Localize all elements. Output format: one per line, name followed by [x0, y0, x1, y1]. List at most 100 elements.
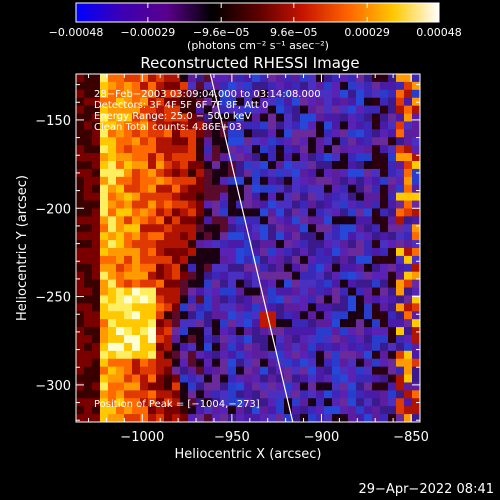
heatmap-cell: [164, 105, 173, 115]
heatmap-cell: [188, 121, 197, 130]
heatmap-cell: [148, 81, 157, 91]
heatmap-cell: [252, 374, 261, 384]
heatmap-cell: [356, 74, 365, 83]
heatmap-cell: [396, 335, 405, 344]
heatmap-cell: [140, 113, 149, 123]
heatmap-cell: [316, 414, 325, 422]
heatmap-cell: [116, 295, 125, 304]
heatmap-cell: [244, 335, 253, 344]
heatmap-cell: [116, 121, 125, 130]
heatmap-cell: [412, 192, 420, 202]
heatmap-cell: [300, 327, 309, 336]
heatmap-cell: [108, 406, 117, 415]
heatmap-cell: [212, 414, 221, 422]
heatmap-cell: [252, 176, 261, 186]
heatmap-cell: [100, 398, 109, 407]
heatmap-cell: [340, 168, 349, 178]
heatmap-cell: [396, 74, 405, 83]
heatmap-cell: [340, 224, 349, 233]
heatmap-cell: [292, 161, 301, 170]
heatmap-cell: [324, 224, 333, 233]
heatmap-cell: [76, 366, 85, 376]
heatmap-cell: [276, 390, 285, 399]
heatmap-cell: [164, 81, 173, 91]
heatmap-cell: [340, 121, 349, 130]
heatmap-cell: [388, 414, 397, 422]
heatmap-cell: [188, 153, 197, 162]
heatmap-cell: [324, 113, 333, 123]
heatmap-cell: [268, 153, 277, 162]
heatmap-cell: [220, 287, 229, 297]
heatmap-cell: [380, 271, 389, 281]
heatmap-cell: [356, 168, 365, 178]
heatmap-cell: [252, 200, 261, 210]
heatmap-cell: [268, 97, 277, 107]
heatmap-cell: [180, 311, 189, 320]
heatmap-cell: [252, 97, 261, 107]
heatmap-cell: [308, 287, 317, 297]
heatmap-cell: [116, 208, 125, 217]
heatmap-cell: [172, 153, 181, 162]
heatmap-cell: [404, 374, 413, 384]
heatmap-cell: [196, 342, 205, 352]
heatmap-cell: [292, 137, 301, 146]
heatmap-cell: [100, 390, 109, 399]
heatmap-cell: [332, 287, 341, 297]
heatmap-cell: [276, 319, 285, 328]
heatmap-cell: [316, 184, 325, 194]
heatmap-cell: [92, 374, 101, 384]
heatmap-cell: [164, 168, 173, 178]
heatmap-cell: [204, 390, 213, 399]
heatmap-cell: [404, 382, 413, 391]
heatmap-cell: [132, 342, 141, 352]
heatmap-cell: [260, 319, 269, 328]
heatmap-cell: [380, 89, 389, 99]
heatmap-cell: [356, 184, 365, 194]
heatmap-cell: [332, 176, 341, 186]
heatmap-cell: [84, 374, 93, 384]
heatmap-cell: [412, 121, 420, 130]
heatmap-cell: [388, 327, 397, 336]
heatmap-cell: [276, 342, 285, 352]
heatmap-cell: [244, 161, 253, 170]
heatmap-cell: [92, 232, 101, 241]
heatmap-cell: [164, 406, 173, 415]
heatmap-cell: [84, 153, 93, 162]
heatmap-cell: [92, 319, 101, 328]
heatmap-cell: [76, 255, 85, 265]
heatmap-cell: [292, 342, 301, 352]
heatmap-cell: [316, 406, 325, 415]
heatmap-cell: [116, 153, 125, 162]
heatmap-cell: [300, 192, 309, 202]
heatmap-cell: [84, 342, 93, 352]
heatmap-cell: [316, 145, 325, 154]
heatmap-cell: [180, 216, 189, 225]
heatmap-cell: [220, 406, 229, 415]
heatmap-cell: [84, 74, 93, 83]
heatmap-cell: [148, 168, 157, 178]
heatmap-cell: [244, 366, 253, 376]
heatmap-cell: [204, 224, 213, 233]
heatmap-cell: [284, 263, 293, 273]
heatmap-cell: [220, 374, 229, 384]
heatmap-cell: [180, 105, 189, 115]
heatmap-cell: [380, 398, 389, 407]
heatmap-cell: [124, 208, 133, 217]
heatmap-cell: [156, 248, 165, 257]
heatmap-cell: [148, 105, 157, 115]
heatmap-cell: [372, 168, 381, 178]
heatmap-cell: [348, 414, 357, 422]
heatmap-cell: [332, 232, 341, 241]
heatmap-cell: [260, 161, 269, 170]
heatmap-cell: [84, 358, 93, 368]
heatmap-cell: [348, 390, 357, 399]
heatmap-cell: [372, 113, 381, 123]
heatmap-cell: [220, 208, 229, 217]
heatmap-cell: [412, 335, 420, 344]
heatmap-cell: [148, 271, 157, 281]
heatmap-cell: [348, 406, 357, 415]
heatmap-cell: [196, 200, 205, 210]
heatmap-cell: [180, 271, 189, 281]
heatmap-cell: [252, 240, 261, 249]
heatmap-cell: [92, 279, 101, 289]
